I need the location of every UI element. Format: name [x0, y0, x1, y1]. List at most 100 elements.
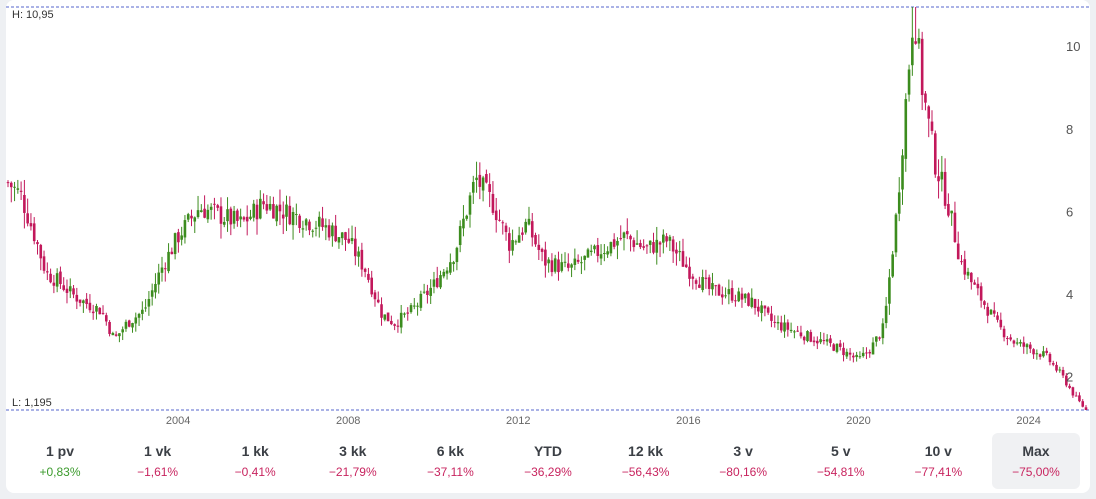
candle [498, 209, 501, 222]
candle [383, 314, 387, 322]
candle [930, 110, 934, 135]
candle [648, 240, 652, 254]
candle [527, 206, 531, 226]
candle [953, 201, 957, 243]
candle [16, 179, 20, 194]
candle [1078, 392, 1081, 403]
candle [888, 268, 891, 315]
candle [344, 231, 347, 251]
candle [711, 272, 714, 296]
candle [317, 211, 321, 238]
candle [766, 306, 770, 315]
candle [370, 270, 374, 298]
candle [560, 253, 564, 273]
period-tab[interactable]: 12 kk −56,43% [602, 433, 690, 489]
candle [632, 237, 636, 252]
candle [665, 233, 668, 248]
period-tab-label: 1 pv [45, 443, 74, 459]
candle [1022, 336, 1026, 354]
candle [360, 242, 364, 277]
period-tab-change: +0,83% [39, 465, 81, 479]
candle [376, 291, 380, 304]
candle [439, 270, 442, 290]
candle [13, 181, 16, 202]
candle [478, 162, 482, 200]
candle [249, 209, 252, 221]
candle [1042, 346, 1045, 358]
candle [530, 213, 534, 247]
y-tick-label: 2 [1066, 370, 1073, 385]
x-tick-label: 2020 [846, 415, 870, 427]
candle [855, 351, 858, 362]
candle [285, 195, 288, 232]
y-tick-label: 8 [1066, 122, 1073, 137]
candle [704, 269, 708, 289]
period-tab[interactable]: 1 vk −1,61% [114, 433, 202, 489]
candle [485, 169, 488, 184]
period-tab[interactable]: 5 v −54,81% [797, 433, 885, 489]
candle [91, 304, 95, 320]
candle [924, 91, 927, 111]
candle [645, 244, 649, 254]
candle [170, 247, 174, 255]
candle [606, 246, 609, 258]
candle [809, 329, 813, 343]
candle [557, 251, 560, 281]
candle [88, 294, 92, 313]
candle [547, 257, 550, 273]
period-tab[interactable]: YTD −36,29% [504, 433, 592, 489]
period-tab[interactable]: 3 kk −21,79% [309, 433, 397, 489]
candle [314, 220, 318, 237]
x-tick-label: 2008 [336, 415, 360, 427]
candle [98, 307, 102, 315]
period-tab[interactable]: 6 kk −37,11% [406, 433, 494, 489]
candle [141, 301, 144, 321]
candle [553, 254, 557, 274]
candle [901, 149, 904, 205]
candle [720, 286, 724, 305]
period-tab-label: 3 kk [339, 443, 367, 459]
period-tab-change: −77,41% [914, 465, 963, 479]
candle [222, 217, 226, 228]
period-tab[interactable]: Max −75,00% [991, 433, 1080, 489]
candle [445, 267, 449, 280]
candle [740, 287, 744, 308]
candle [717, 283, 721, 296]
period-tab[interactable]: 1 kk −0,41% [211, 433, 299, 489]
candle [747, 292, 750, 307]
candle [258, 190, 262, 220]
candle [1048, 352, 1052, 366]
period-tab[interactable]: 10 v −77,41% [894, 433, 982, 489]
candle [770, 305, 773, 328]
candle [947, 193, 950, 218]
candle [131, 322, 134, 333]
candle [1068, 383, 1071, 390]
candle [6, 180, 10, 188]
candle [544, 241, 547, 278]
candle [504, 222, 508, 241]
candle [514, 239, 518, 245]
candle [684, 256, 688, 269]
candle [1012, 339, 1016, 348]
candle [734, 294, 737, 307]
candle [455, 246, 459, 271]
candle [183, 215, 187, 244]
candle [275, 204, 278, 227]
period-tab[interactable]: 3 v −80,16% [699, 433, 787, 489]
candle [1025, 343, 1029, 355]
candle [59, 266, 62, 289]
candle [68, 278, 72, 299]
candle [802, 335, 806, 345]
candle [819, 331, 822, 345]
candle [550, 253, 554, 277]
candle [576, 254, 580, 264]
period-tab[interactable]: 1 pv +0,83% [16, 433, 104, 489]
candle [1019, 339, 1022, 347]
candle [1002, 325, 1006, 342]
candle [658, 241, 662, 258]
candle [468, 192, 472, 228]
candle [127, 319, 131, 328]
period-tab-label: 6 kk [436, 443, 464, 459]
candle [242, 215, 246, 222]
candle [157, 263, 161, 294]
